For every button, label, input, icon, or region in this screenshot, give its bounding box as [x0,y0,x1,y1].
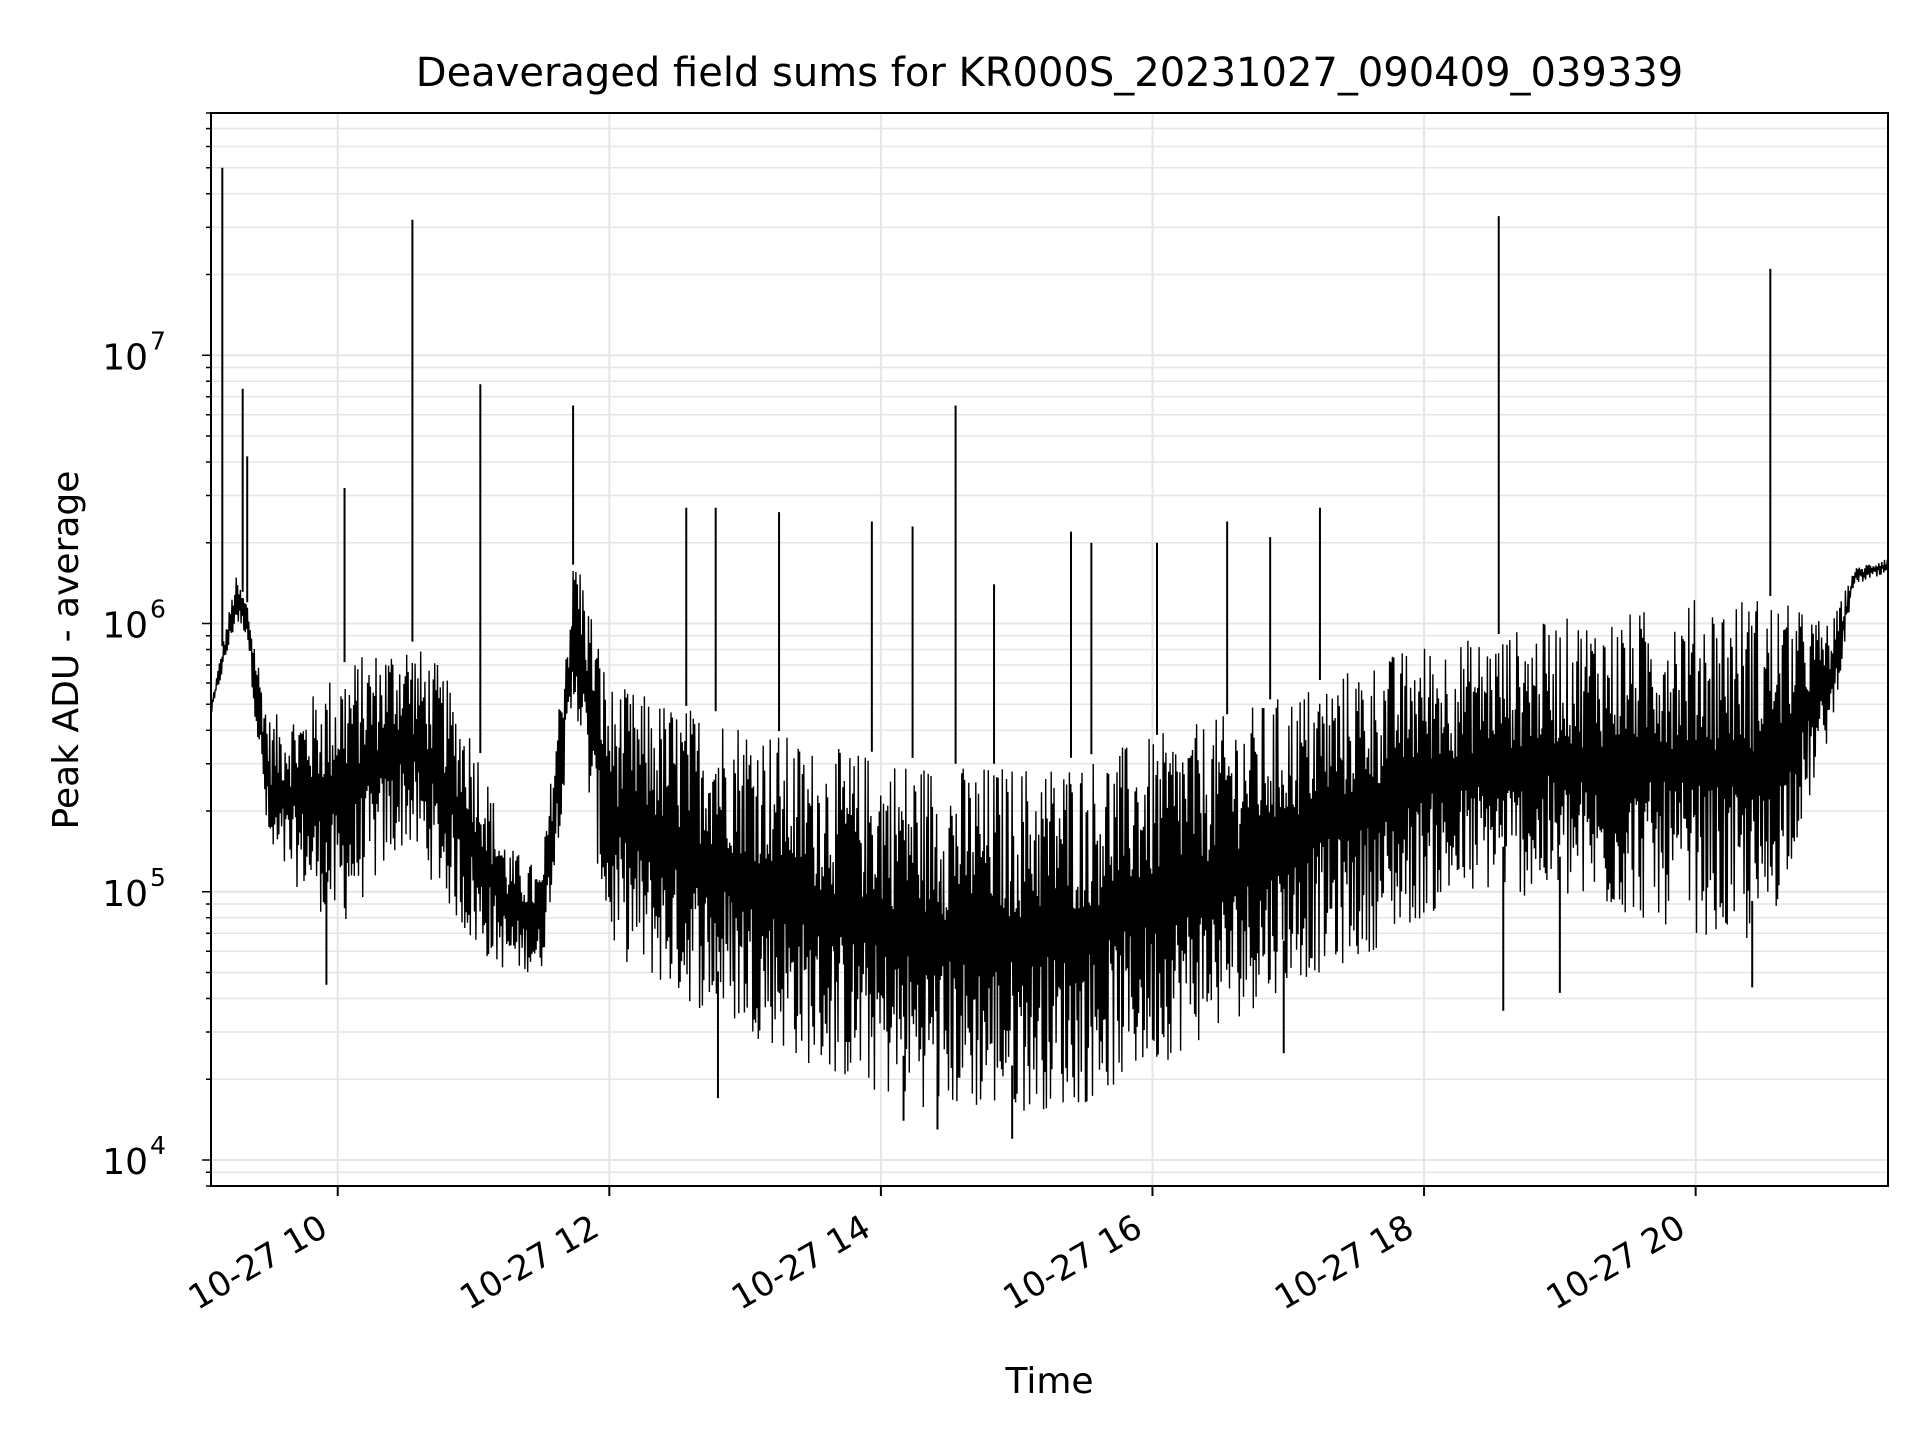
y-tick-label: 10 [102,606,148,647]
series-line [210,559,1889,1111]
y-axis-label: Peak ADU - average [46,471,87,830]
y-tick-exponent: 5 [150,863,166,892]
y-tick-label: 10 [102,1142,148,1183]
chart-title: Deaveraged field sums for KR000S_2023102… [416,50,1683,96]
y-tick-exponent: 4 [150,1131,166,1160]
data-series [210,167,1889,1139]
x-axis-label: Time [1004,1361,1093,1402]
y-tick-label: 10 [102,874,148,915]
y-tick-exponent: 7 [150,326,166,355]
y-tick-exponent: 6 [150,595,166,624]
y-tick-label: 10 [102,337,148,378]
